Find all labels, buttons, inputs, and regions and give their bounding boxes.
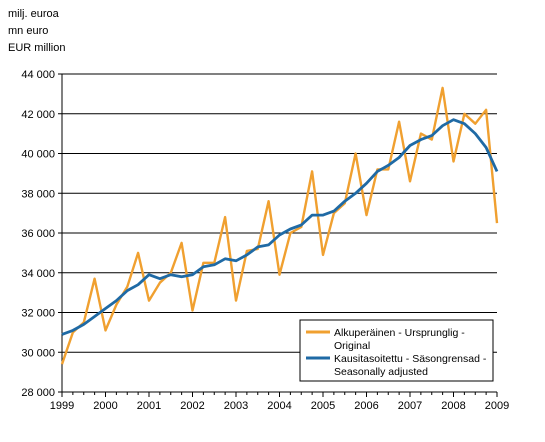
x-tick-labels: 1999 2000 2001 2002 2003 2004 2005 2006 2007 2008… (50, 400, 509, 412)
y-tick-label: 32 000 (21, 308, 55, 320)
legend-label-original: Original (334, 340, 370, 352)
y-tick-label: 38 000 (21, 188, 55, 200)
legend: Alkuperäinen - Ursprunglig -OriginalKaus… (299, 319, 494, 382)
x-tick-label: 2008 (441, 400, 465, 412)
y-tick-labels: 28 000 30 000 32 000 34 000 36 000 38 000 40 0… (21, 69, 55, 399)
y-tick-label: 30 000 (21, 347, 55, 359)
x-tick-label: 1999 (50, 400, 74, 412)
series-original-line (60, 86, 499, 365)
unit-label-fi: milj. euroa (8, 8, 59, 20)
legend-box (299, 319, 494, 382)
unit-label-en: EUR million (8, 42, 66, 54)
y-tick-label: 28 000 (21, 387, 55, 399)
legend-label-adjusted: Seasonally adjusted (334, 366, 428, 378)
x-tick-label: 2001 (137, 400, 161, 412)
x-tick-label: 2005 (311, 400, 335, 412)
axes (58, 73, 498, 397)
y-tick-label: 42 000 (21, 109, 55, 121)
legend-label-adjusted: Kausitasoitettu - Säsongrensad - (334, 353, 487, 365)
x-tick-label: 2007 (398, 400, 422, 412)
x-tick-label: 2003 (224, 400, 248, 412)
y-tick-label: 40 000 (21, 149, 55, 161)
x-tick-label: 2004 (267, 400, 291, 412)
y-tick-label: 34 000 (21, 268, 55, 280)
x-tick-label: 2009 (485, 400, 509, 412)
legend-label-original: Alkuperäinen - Ursprunglig - (334, 327, 465, 339)
y-tick-label: 36 000 (21, 228, 55, 240)
x-tick-label: 2006 (354, 400, 378, 412)
x-tick-label: 2002 (180, 400, 204, 412)
unit-label-sv: mn euro (8, 25, 49, 37)
series-adjusted-line (61, 118, 499, 336)
series-lines (60, 86, 499, 365)
x-tick-label: 2000 (93, 400, 117, 412)
y-tick-label: 44 000 (21, 69, 55, 81)
